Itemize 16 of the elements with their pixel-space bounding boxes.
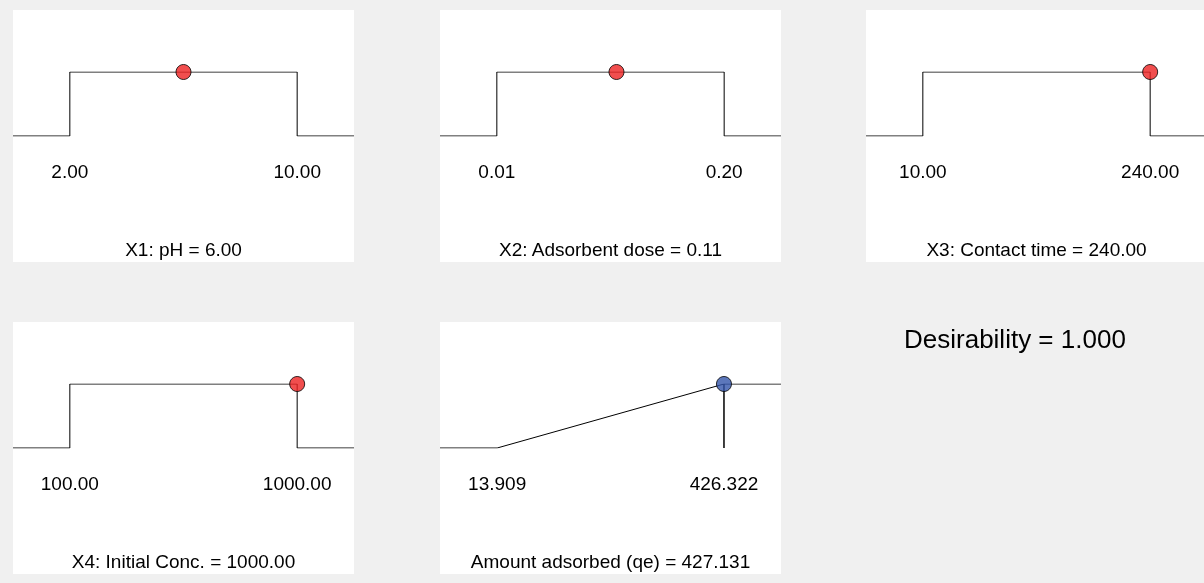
x-axis-title: X1: pH = 6.00 xyxy=(125,239,242,260)
x-tick-label: 1000.00 xyxy=(262,473,332,494)
x-tick-label: 10.00 xyxy=(273,161,321,182)
x-tick-label: 240.00 xyxy=(1121,161,1180,182)
x-axis-title: X3: Contact time = 240.00 xyxy=(926,239,1147,260)
text: Desirability = 1.000 xyxy=(904,324,1126,355)
x-axis-title: X2: Adsorbent dose = 0.11 xyxy=(498,239,723,260)
x-axis-title: Amount adsorbed (qe) = 427.131 xyxy=(470,551,751,572)
x-tick-label: 13.909 xyxy=(468,473,527,494)
x-tick-label: 426.322 xyxy=(689,473,759,494)
x-tick-label: 0.01 xyxy=(478,161,516,182)
x-tick-label: 10.00 xyxy=(899,161,947,182)
x-tick-label: 2.00 xyxy=(51,161,89,182)
x-tick-label: 0.20 xyxy=(705,161,743,182)
x-axis-title: X4: Initial Conc. = 1000.00 xyxy=(71,551,296,572)
x-tick-label: 100.00 xyxy=(40,473,99,494)
